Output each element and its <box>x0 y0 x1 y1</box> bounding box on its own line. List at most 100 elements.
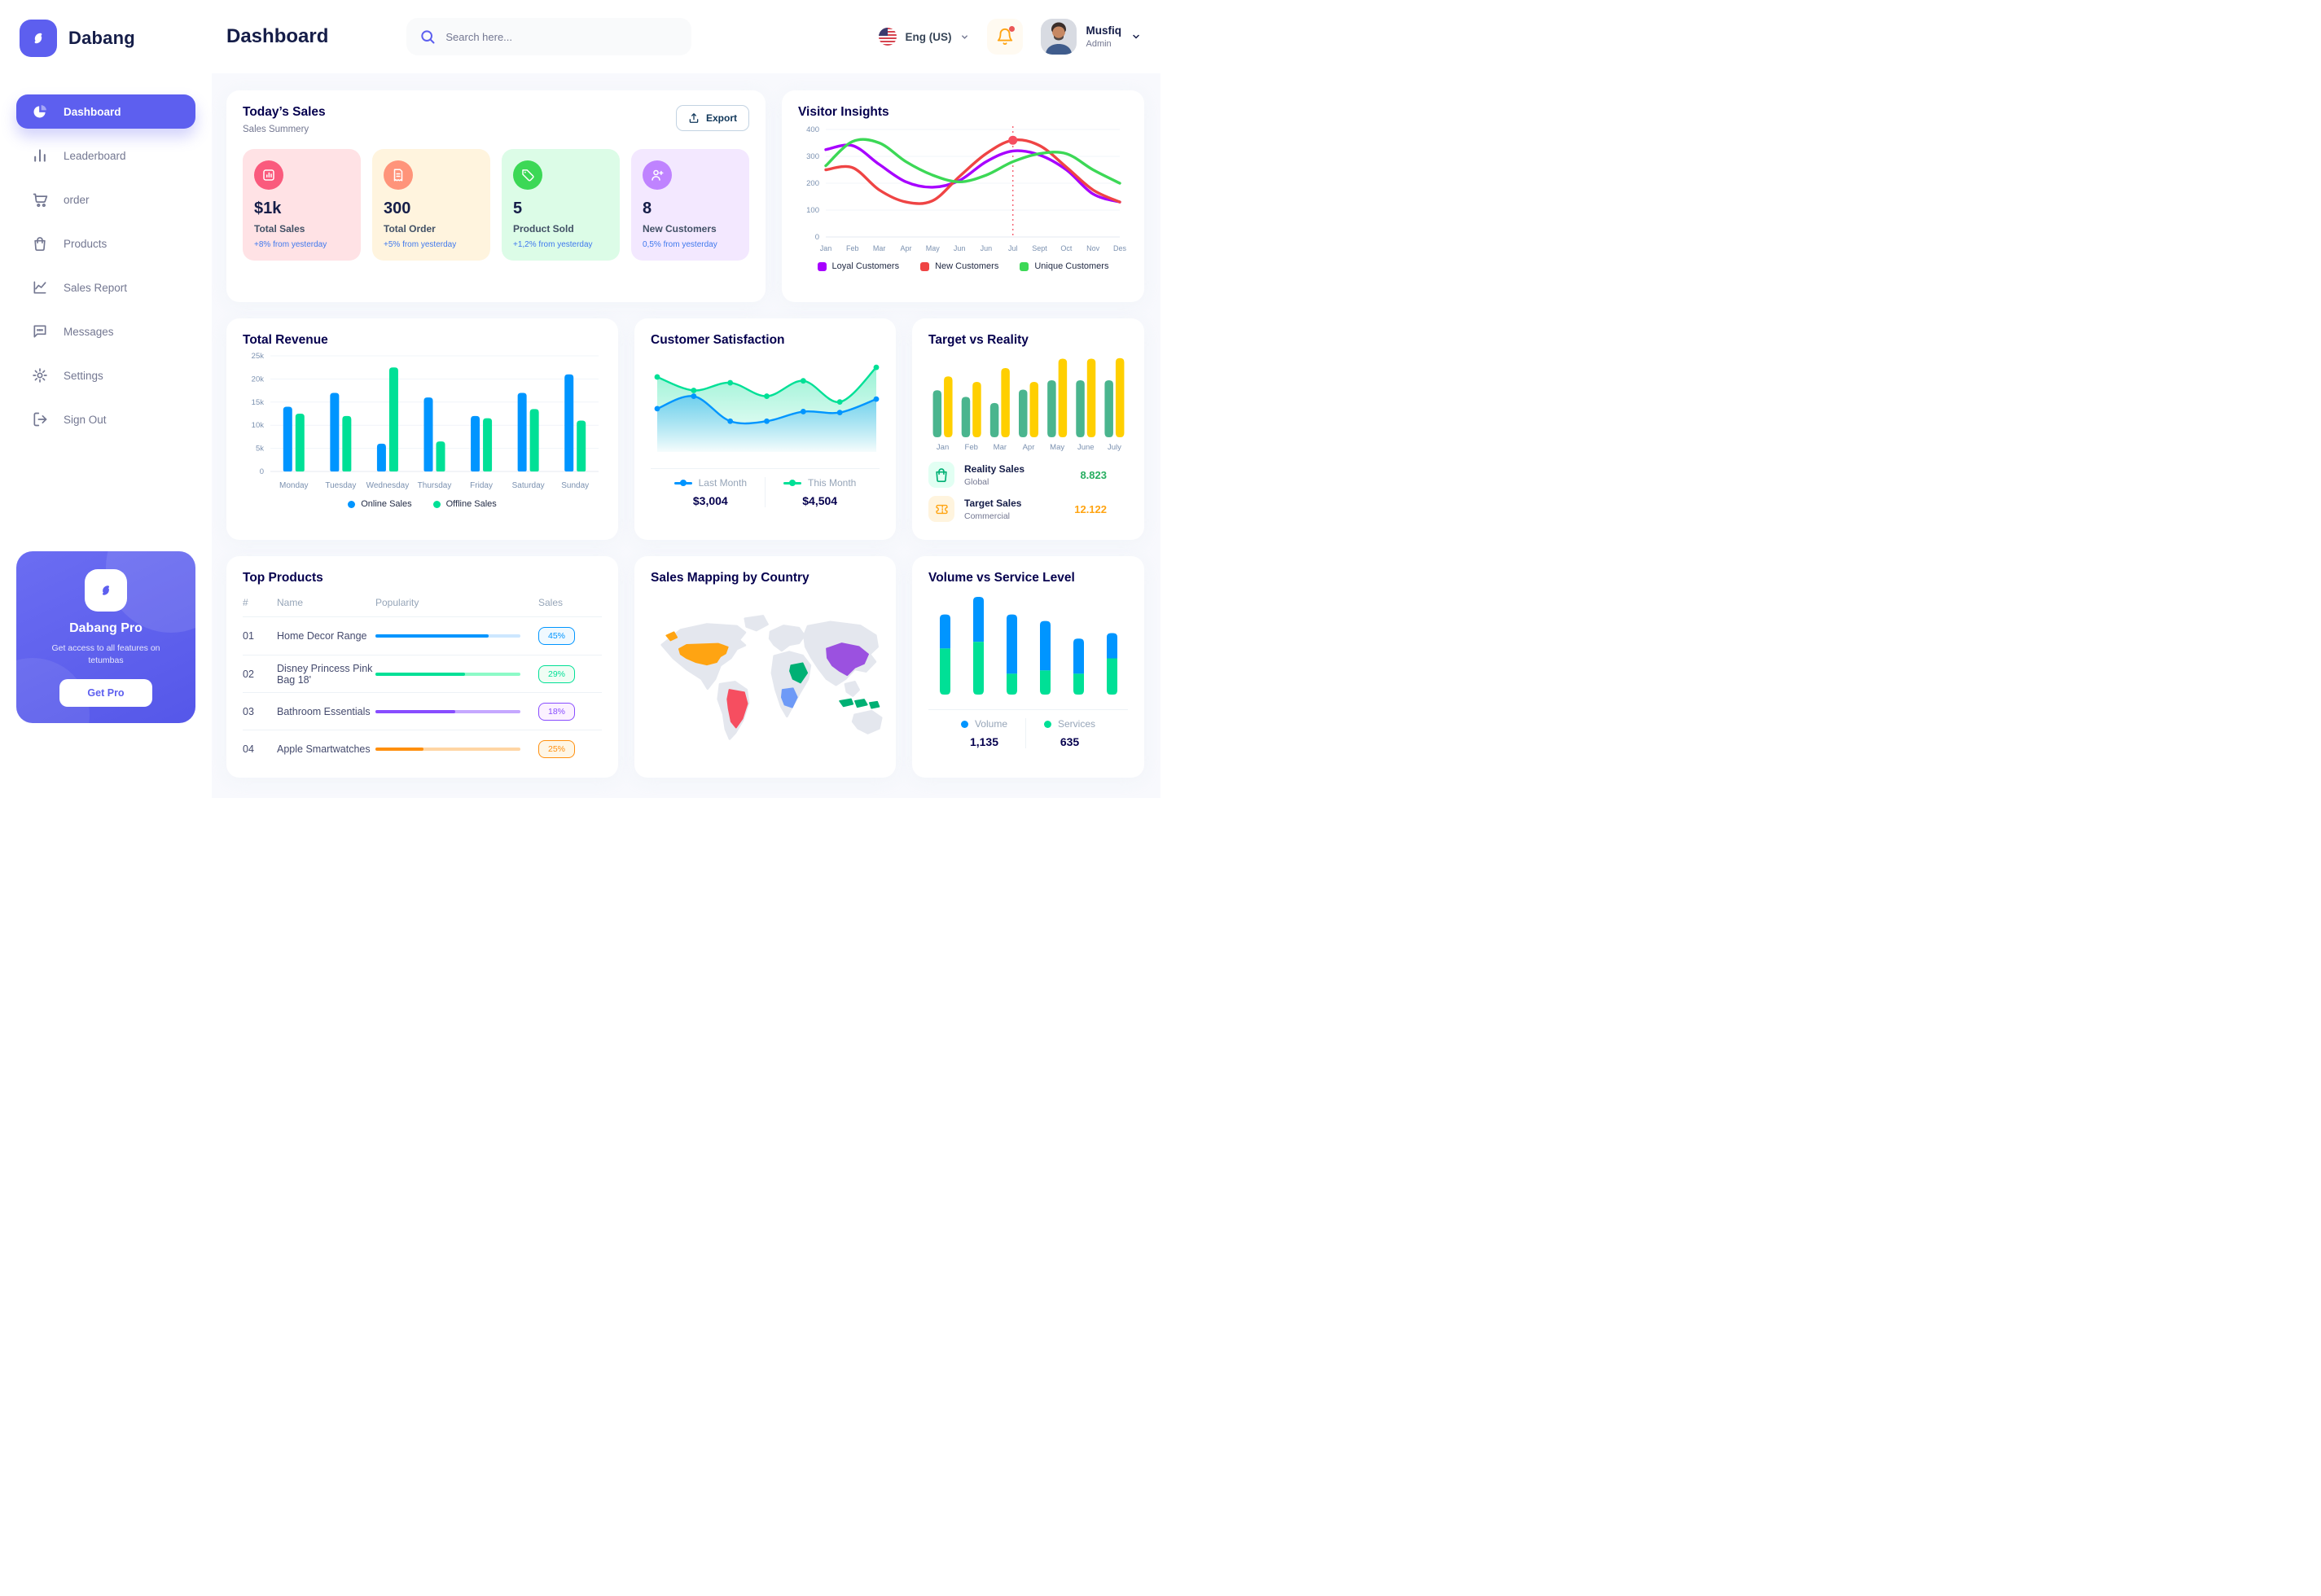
visitor-insights-title: Visitor Insights <box>798 105 889 119</box>
top-products-title: Top Products <box>243 571 323 585</box>
sidebar-item-order[interactable]: order <box>16 182 195 217</box>
svg-text:Sept: Sept <box>1032 244 1047 252</box>
sales-badge: 29% <box>538 664 576 683</box>
legend-item-unique-customers: Unique Customers <box>1020 261 1108 271</box>
metric-change: +1,2% from yesterday <box>513 240 593 249</box>
sales-summary-card-total-sales: $1k Total Sales +8% from yesterday <box>243 149 361 261</box>
search-input[interactable] <box>445 30 679 43</box>
visitor-insights-card: Visitor Insights 0 100 200 300 400 Jan Feb Mar A… <box>782 90 1144 302</box>
svg-text:10k: 10k <box>252 421 265 430</box>
svg-text:20k: 20k <box>252 375 265 384</box>
search-bar <box>406 18 692 55</box>
user-plus-icon <box>643 160 672 190</box>
svg-text:Des: Des <box>1113 244 1127 252</box>
svg-text:400: 400 <box>806 125 819 134</box>
bar-chart-icon <box>31 147 49 164</box>
sales-summary-card-new-customers: 8 New Customers 0,5% from yesterday <box>631 149 749 261</box>
legend-item-reality-sales: Reality Sales Global 8.823 <box>928 462 1128 488</box>
metric-change: 0,5% from yesterday <box>643 240 717 249</box>
sales-badge: 18% <box>538 702 576 721</box>
today-sales-card: Today’s Sales Sales Summery Export $1k T… <box>226 90 766 302</box>
top-products-rows: 01 Home Decor Range 45% 02 Disney Princes… <box>243 617 602 767</box>
bag-icon <box>31 235 49 252</box>
sign-out-icon <box>31 410 49 428</box>
legend-item-services: Services 635 <box>1025 718 1113 748</box>
total-revenue-chart: 0 5k 10k 15k 20k 25k Monday Tuesday Wednesday Thu… <box>243 348 602 494</box>
svg-text:Feb: Feb <box>846 244 859 252</box>
svg-text:Jan: Jan <box>937 443 949 452</box>
svg-text:300: 300 <box>806 152 819 161</box>
sidebar-item-settings[interactable]: Settings <box>16 358 195 392</box>
customer-satisfaction-chart <box>651 348 880 460</box>
metric-value: $1k <box>254 200 282 217</box>
gear-icon <box>31 366 49 384</box>
cart-icon <box>31 191 49 208</box>
product-row-disney-princess-pink-bag-18: 02 Disney Princess Pink Bag 18' 29% <box>243 655 602 692</box>
topbar-right: Eng (US) <box>878 19 1142 55</box>
language-selector[interactable]: Eng (US) <box>878 27 969 46</box>
svg-text:Tuesday: Tuesday <box>325 481 356 490</box>
sidebar-item-leaderboard[interactable]: Leaderboard <box>16 138 195 173</box>
notifications-button[interactable] <box>986 19 1023 55</box>
sidebar-item-label: Leaderboard <box>64 149 126 162</box>
product-row-apple-smartwatches: 04 Apple Smartwatches 25% <box>243 730 602 767</box>
svg-text:Wednesday: Wednesday <box>366 481 410 490</box>
export-icon <box>689 113 699 123</box>
pro-logo-icon <box>85 568 127 612</box>
product-rank: 01 <box>243 630 254 642</box>
svg-text:Jun: Jun <box>981 244 993 252</box>
svg-text:Thursday: Thursday <box>418 481 452 490</box>
sales-summary-card-total-order: 300 Total Order +5% from yesterday <box>372 149 490 261</box>
get-pro-button[interactable]: Get Pro <box>59 679 152 707</box>
sidebar-item-products[interactable]: Products <box>16 226 195 261</box>
avatar <box>1040 19 1077 55</box>
customer-satisfaction-card: Customer Satisfaction Last Month $3,004 T… <box>634 318 896 540</box>
metric-label: Total Order <box>384 223 436 235</box>
sidebar-item-dashboard[interactable]: Dashboard <box>16 94 195 129</box>
product-row-bathroom-essentials: 03 Bathroom Essentials 18% <box>243 692 602 730</box>
svg-text:Nov: Nov <box>1086 244 1100 252</box>
chevron-down-icon <box>1133 34 1139 39</box>
total-revenue-title: Total Revenue <box>243 333 328 347</box>
product-rank: 02 <box>243 668 254 680</box>
today-sales-subtitle: Sales Summery <box>243 125 309 134</box>
sidebar-item-label: Messages <box>64 325 114 338</box>
customer-satisfaction-legend: Last Month $3,004 This Month $4,504 <box>651 477 880 507</box>
legend-item-loyal-customers: Loyal Customers <box>817 261 899 271</box>
metric-value: 8 <box>643 200 652 217</box>
sidebar: Dabang Dashboard Leaderboard order Produ… <box>0 0 212 798</box>
user-menu[interactable]: Musfiq Admin <box>1040 19 1142 55</box>
metric-value: 5 <box>513 200 523 217</box>
sidebar-item-messages[interactable]: Messages <box>16 314 195 349</box>
metric-label: New Customers <box>643 223 717 235</box>
today-sales-title: Today’s Sales <box>243 105 326 119</box>
svg-text:July: July <box>1108 443 1121 452</box>
chevron-down-icon <box>961 34 967 39</box>
sales-badge: 25% <box>538 739 576 758</box>
sidebar-item-label: Products <box>64 237 107 250</box>
sidebar-item-sign-out[interactable]: Sign Out <box>16 402 195 436</box>
user-info: Musfiq Admin <box>1086 24 1122 49</box>
volume-vs-service-card: Volume vs Service Level Volume 1,135 Serv… <box>912 556 1144 778</box>
svg-text:200: 200 <box>806 179 819 188</box>
sidebar-item-label: Settings <box>64 369 103 382</box>
sales-summary-card-product-sold: 5 Product Sold +1,2% from yesterday <box>502 149 620 261</box>
notification-dot <box>1008 26 1015 32</box>
svg-text:Monday: Monday <box>279 481 309 490</box>
brand: Dabang <box>16 20 195 57</box>
pro-card-title: Dabang Pro <box>69 620 143 635</box>
user-name: Musfiq <box>1086 24 1122 37</box>
us-flag-icon <box>878 27 897 46</box>
brand-logo-icon <box>20 20 57 57</box>
export-button[interactable]: Export <box>675 105 749 131</box>
svg-text:Friday: Friday <box>470 481 493 490</box>
message-icon <box>31 322 49 340</box>
sales-mapping-card: Sales Mapping by Country <box>634 556 896 778</box>
popularity-bar <box>375 672 520 676</box>
sidebar-item-sales-report[interactable]: Sales Report <box>16 270 195 305</box>
pro-card-subtitle: Get access to all features on tetumbas <box>51 642 160 666</box>
sidebar-nav: Dashboard Leaderboard order Products Sal… <box>16 94 195 436</box>
target-vs-reality-title: Target vs Reality <box>928 333 1029 347</box>
target-vs-reality-legend: Reality Sales Global 8.823 Target Sales Co… <box>928 462 1128 522</box>
language-label: Eng (US) <box>905 30 952 43</box>
